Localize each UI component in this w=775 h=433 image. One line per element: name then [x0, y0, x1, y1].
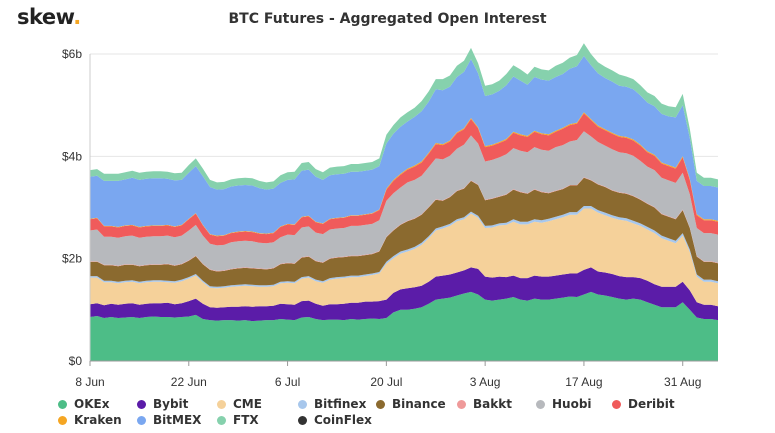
x-tick-label: 8 Jun [75, 375, 104, 389]
legend-label: Bitfinex [314, 397, 367, 411]
x-tick-label: 6 Jul [275, 375, 300, 389]
legend-item-huobi[interactable]: Huobi [536, 397, 592, 411]
legend-swatch [58, 416, 67, 425]
x-tick-label: 31 Aug [664, 375, 701, 389]
legend-item-cme[interactable]: CME [217, 397, 262, 411]
open-interest-chart: $0 $2b $4b $6b 8 Jun 22 Jun 6 Jul 20 Jul 3 Aug 1… [62, 43, 718, 389]
legend-label: OKEx [74, 397, 110, 411]
legend-item-deribit[interactable]: Deribit [612, 397, 675, 411]
x-axis: 8 Jun 22 Jun 6 Jul 20 Jul 3 Aug 17 Aug 31 Aug [75, 360, 718, 389]
y-axis: $0 $2b $4b $6b [62, 47, 91, 368]
legend-item-bitfinex[interactable]: Bitfinex [298, 397, 366, 411]
legend-item-okex[interactable]: OKEx [58, 397, 109, 411]
legend-label: Bakkt [473, 397, 512, 411]
y-tick-label: $2b [62, 252, 82, 266]
x-tick-label: 20 Jul [370, 375, 402, 389]
legend-item-binance[interactable]: Binance [376, 397, 446, 411]
y-tick-label: $0 [69, 354, 83, 368]
legend-label: Binance [392, 397, 446, 411]
legend-label: Huobi [552, 397, 592, 411]
legend-item-bakkt[interactable]: Bakkt [457, 397, 512, 411]
series-area-okex [90, 291, 718, 361]
legend-swatch [217, 400, 226, 409]
series-area-bybit [90, 267, 718, 322]
legend-label: BitMEX [153, 413, 202, 427]
legend-swatch [217, 416, 226, 425]
legend-swatch [536, 400, 545, 409]
legend-label: Bybit [153, 397, 189, 411]
legend-swatch [376, 400, 385, 409]
x-tick-label: 17 Aug [565, 375, 602, 389]
series-area-ftx [90, 43, 718, 190]
legend-label: Kraken [74, 413, 122, 427]
x-tick-label: 3 Aug [470, 375, 501, 389]
legend-swatch [298, 416, 307, 425]
y-tick-label: $4b [62, 149, 82, 163]
legend-swatch [137, 416, 146, 425]
series-area-bitmex [90, 56, 718, 236]
legend-item-bybit[interactable]: Bybit [137, 397, 188, 411]
y-tick-label: $6b [62, 47, 82, 61]
legend-label: Deribit [628, 397, 675, 411]
series-area-binance [90, 177, 718, 287]
series-area-huobi [90, 131, 718, 271]
chart-areas [90, 43, 718, 361]
series-area-deribit [90, 113, 718, 246]
legend-item-ftx[interactable]: FTX [217, 413, 259, 427]
legend-swatch [58, 400, 67, 409]
legend-label: FTX [233, 413, 259, 427]
skew-logo: skew. [17, 5, 81, 29]
legend-swatch [612, 400, 621, 409]
legend-swatch [137, 400, 146, 409]
legend-item-kraken[interactable]: Kraken [58, 413, 122, 427]
legend-label: CME [233, 397, 262, 411]
legend-swatch [298, 400, 307, 409]
legend-item-coinflex[interactable]: CoinFlex [298, 413, 372, 427]
legend-label: CoinFlex [314, 413, 372, 427]
x-tick-label: 22 Jun [171, 375, 207, 389]
legend-swatch [457, 400, 466, 409]
series-area-cme [90, 208, 718, 308]
legend-item-bitmex[interactable]: BitMEX [137, 413, 201, 427]
chart-title: BTC Futures - Aggregated Open Interest [228, 11, 547, 27]
